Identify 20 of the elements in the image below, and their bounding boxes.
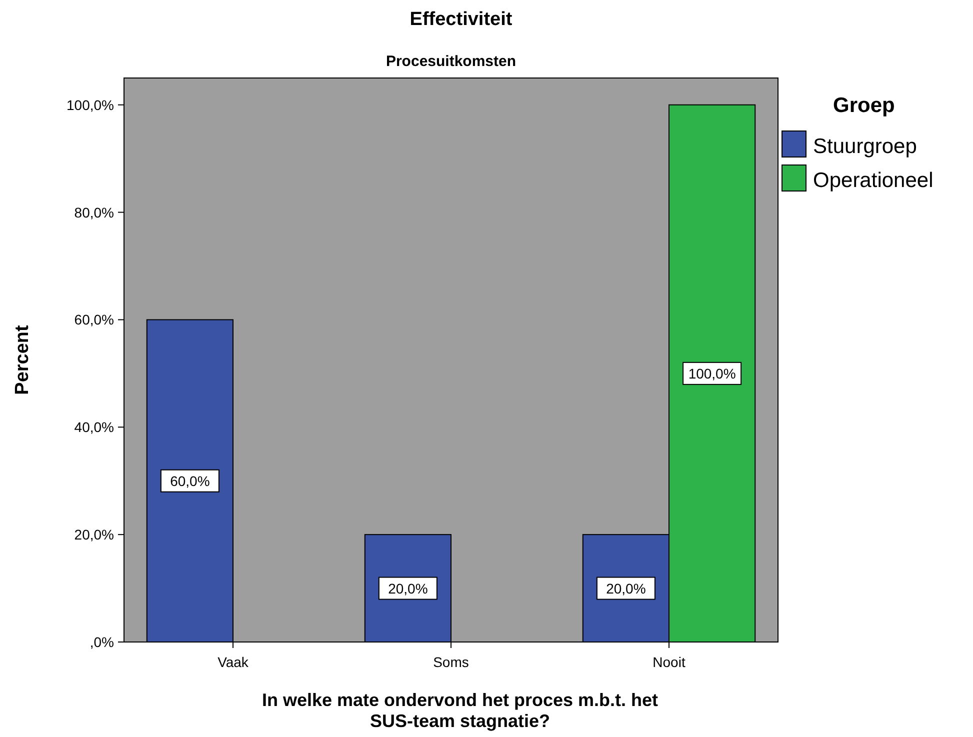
- x-axis-title: In welke mate ondervond het proces m.b.t. het SUS-team stagnatie?: [262, 690, 658, 731]
- legend-title: Groep: [833, 94, 895, 117]
- data-label: 100,0%: [688, 365, 736, 382]
- y-axis-title: Percent: [12, 324, 33, 395]
- y-tick-label: 100,0%: [66, 96, 114, 113]
- chart-title: Effectiviteit: [410, 9, 513, 30]
- y-tick-label: 60,0%: [74, 312, 114, 328]
- data-label: 20,0%: [606, 580, 646, 596]
- x-tick-label: Nooit: [652, 654, 686, 670]
- x-tick-label: Soms: [433, 654, 469, 670]
- y-tick-label: 40,0%: [74, 419, 114, 436]
- chart-subtitle: Procesuitkomsten: [386, 53, 516, 70]
- legend-label: Stuurgroep: [813, 135, 917, 158]
- legend-label: Operationeel: [813, 169, 934, 192]
- y-tick-label: 80,0%: [74, 204, 114, 220]
- data-label: 60,0%: [170, 472, 210, 489]
- data-label: 20,0%: [388, 580, 428, 596]
- y-tick-label: 20,0%: [74, 526, 114, 543]
- y-tick-label: ,0%: [90, 634, 114, 650]
- x-tick-label: Vaak: [218, 654, 250, 670]
